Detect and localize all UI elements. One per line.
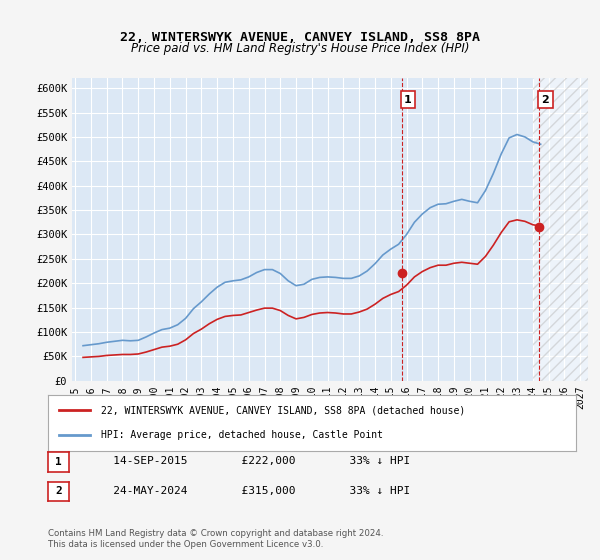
Text: 24-MAY-2024        £315,000        33% ↓ HPI: 24-MAY-2024 £315,000 33% ↓ HPI xyxy=(93,486,410,496)
Text: 2: 2 xyxy=(55,487,62,496)
Text: Contains HM Land Registry data © Crown copyright and database right 2024.
This d: Contains HM Land Registry data © Crown c… xyxy=(48,529,383,549)
Text: 14-SEP-2015        £222,000        33% ↓ HPI: 14-SEP-2015 £222,000 33% ↓ HPI xyxy=(93,456,410,466)
Text: 2: 2 xyxy=(541,95,549,105)
Text: HPI: Average price, detached house, Castle Point: HPI: Average price, detached house, Cast… xyxy=(101,430,383,440)
Text: 22, WINTERSWYK AVENUE, CANVEY ISLAND, SS8 8PA: 22, WINTERSWYK AVENUE, CANVEY ISLAND, SS… xyxy=(120,31,480,44)
Text: 22, WINTERSWYK AVENUE, CANVEY ISLAND, SS8 8PA (detached house): 22, WINTERSWYK AVENUE, CANVEY ISLAND, SS… xyxy=(101,405,465,416)
Text: Price paid vs. HM Land Registry's House Price Index (HPI): Price paid vs. HM Land Registry's House … xyxy=(131,42,469,55)
Text: 1: 1 xyxy=(55,457,62,466)
Text: 1: 1 xyxy=(404,95,412,105)
Bar xyxy=(533,78,588,381)
